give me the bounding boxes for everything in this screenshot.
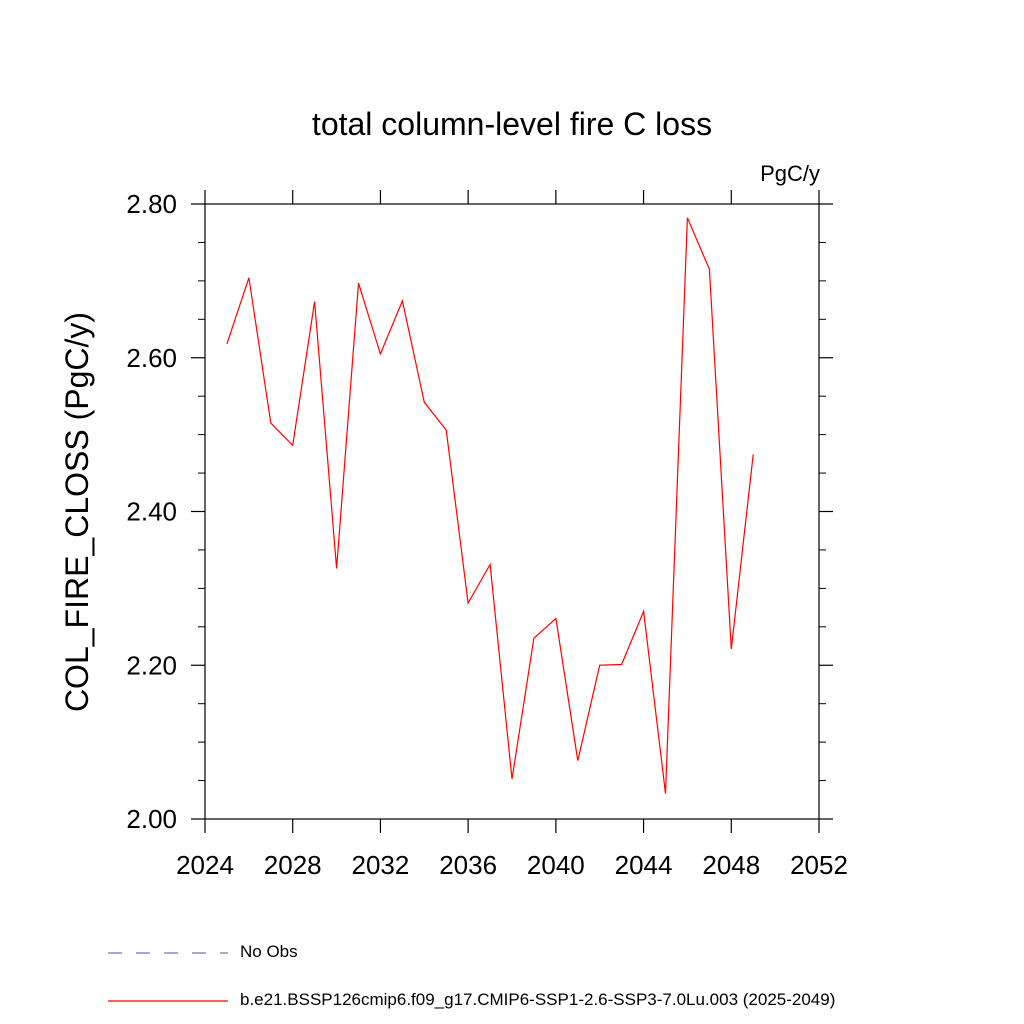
chart-title: total column-level fire C loss — [312, 106, 712, 142]
x-tick-label: 2044 — [615, 850, 673, 880]
legend-label-run: b.e21.BSSP126cmip6.f09_g17.CMIP6-SSP1-2.… — [240, 990, 836, 1009]
x-tick-label: 2032 — [352, 850, 410, 880]
x-tick-label: 2040 — [527, 850, 585, 880]
axis-ticks: 2024 2028 2032 2036 2040 2044 2048 2052 2.00 2.20… — [126, 189, 848, 880]
series-lines — [226, 217, 754, 794]
y-tick-label: 2.40 — [126, 497, 177, 527]
y-tick-label: 2.00 — [126, 804, 177, 834]
legend-lines — [108, 952, 228, 1002]
y-axis-label: COL_FIRE_CLOSS (PgC/y) — [59, 312, 95, 712]
series-line-1 — [226, 217, 754, 794]
y-tick-label: 2.60 — [126, 343, 177, 373]
y-tick-label: 2.80 — [126, 189, 177, 219]
y-tick-label: 2.20 — [126, 650, 177, 680]
x-tick-label: 2036 — [439, 850, 497, 880]
x-tick-label: 2024 — [176, 850, 234, 880]
legend-label-no-obs: No Obs — [240, 942, 298, 961]
plot-frame — [204, 203, 820, 820]
x-tick-label: 2028 — [264, 850, 322, 880]
x-tick-label: 2048 — [702, 850, 760, 880]
x-tick-label: 2052 — [790, 850, 848, 880]
units-label: PgC/y — [760, 161, 820, 186]
